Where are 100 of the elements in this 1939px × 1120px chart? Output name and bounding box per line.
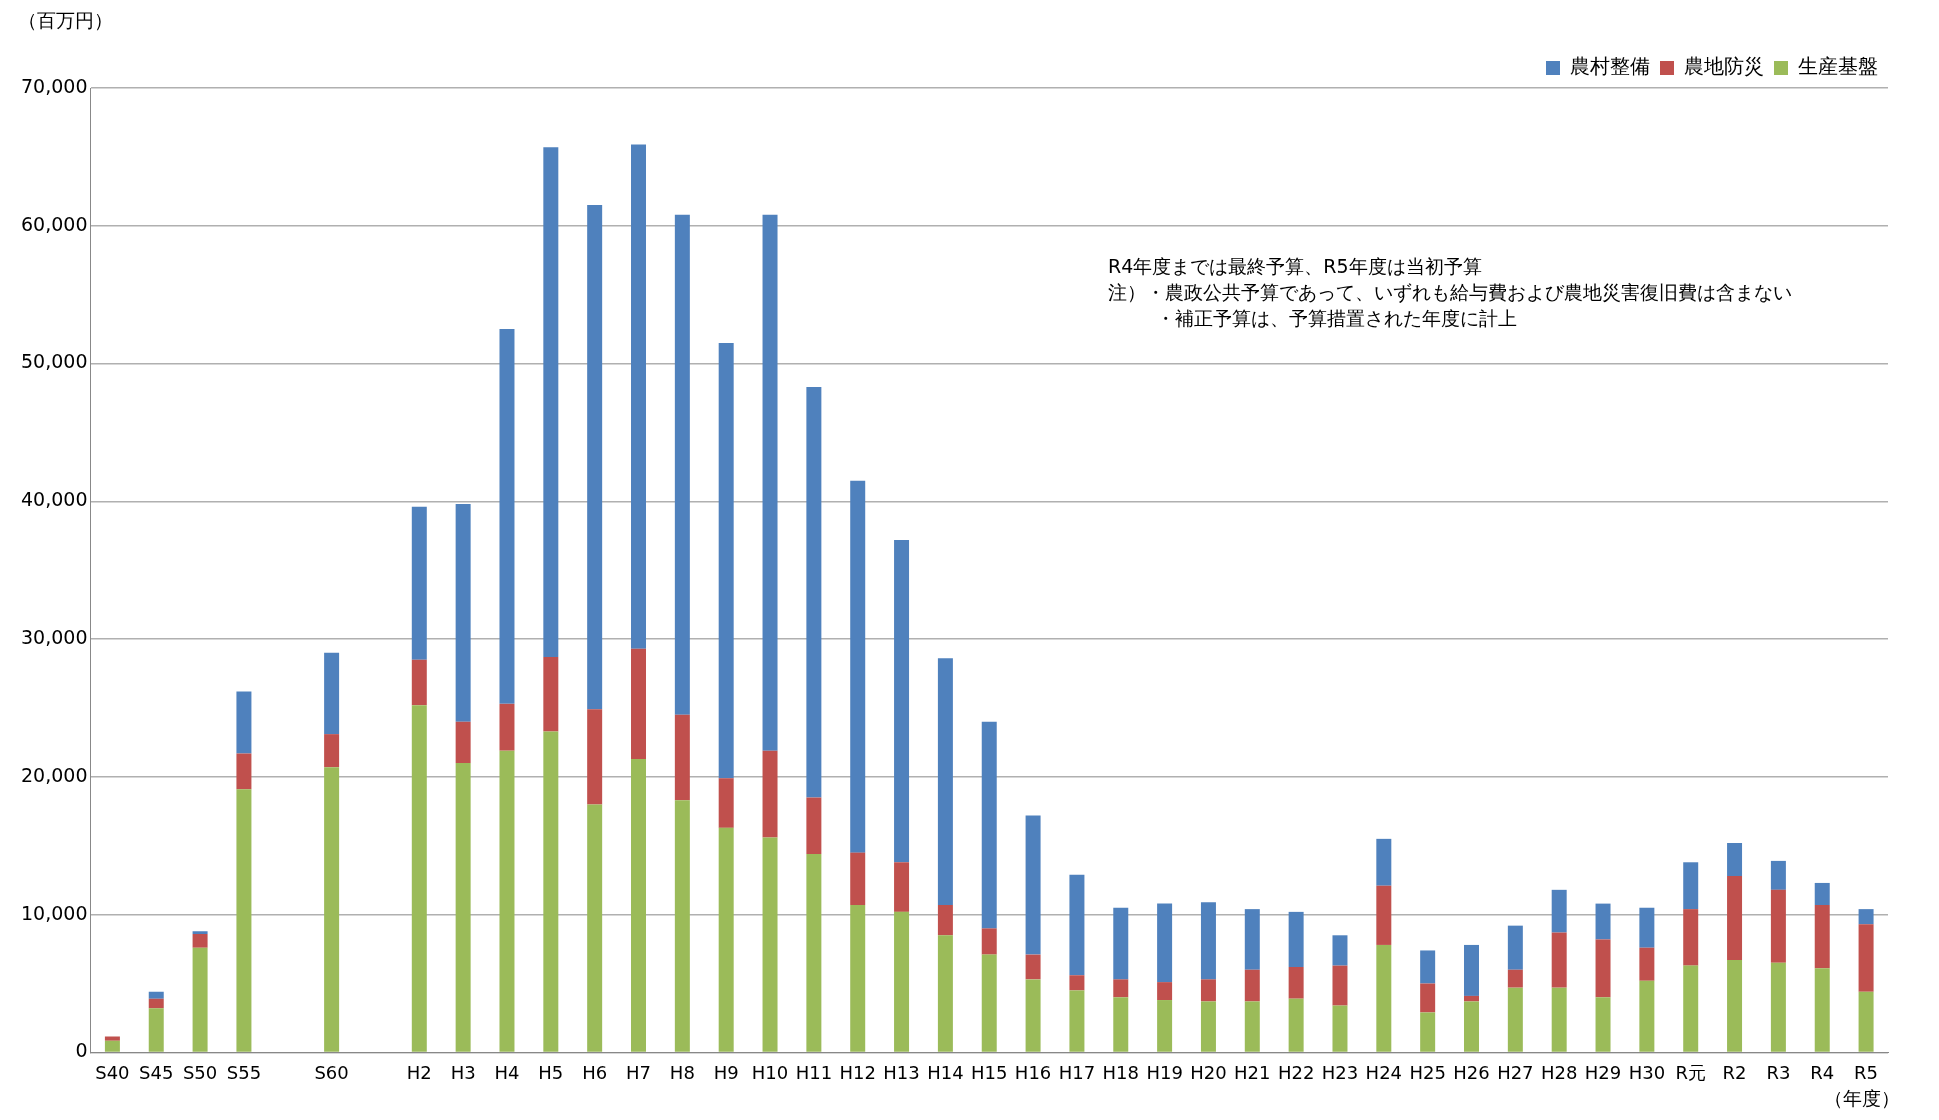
bar	[1770, 860, 1786, 890]
bar	[1770, 962, 1786, 1052]
bar	[674, 800, 690, 1052]
annotation: 注）・農政公共予算であって、いずれも給与費および農地災害復旧費は含まない	[1108, 280, 1792, 305]
bar	[543, 657, 559, 732]
x-tick-label: S60	[314, 1061, 349, 1083]
bar	[1639, 980, 1655, 1052]
bar	[631, 648, 646, 759]
bar	[1507, 969, 1523, 988]
x-tick-label: R5	[1854, 1061, 1879, 1083]
bar	[1244, 909, 1260, 970]
bar	[324, 767, 340, 1052]
annotation: R4年度までは最終予算、R5年度は当初予算	[1108, 254, 1483, 279]
bar	[1420, 950, 1436, 984]
x-tick-label: H8	[669, 1061, 695, 1083]
bar	[1244, 969, 1260, 1002]
bar	[806, 854, 822, 1052]
x-tick-label: H5	[538, 1061, 564, 1083]
bar	[1288, 911, 1304, 967]
bar	[148, 991, 164, 999]
x-tick-label: S45	[139, 1061, 174, 1083]
bar	[1770, 889, 1786, 963]
bar	[104, 1036, 120, 1041]
x-tick-label: S50	[182, 1061, 218, 1083]
legend-label: 農地防災	[1684, 54, 1764, 79]
bar	[1069, 874, 1085, 976]
bar	[1595, 903, 1611, 940]
bar	[850, 852, 866, 905]
bar	[1727, 960, 1743, 1052]
bar	[1332, 1005, 1348, 1052]
bar	[236, 753, 252, 790]
bar	[806, 797, 822, 855]
x-tick-label: H22	[1277, 1061, 1315, 1083]
bar	[1814, 882, 1830, 905]
bar	[1069, 990, 1085, 1052]
x-tick-label: H19	[1146, 1061, 1183, 1083]
y-tick-label: 0	[75, 1039, 88, 1062]
x-tick-label: H10	[751, 1061, 789, 1083]
x-tick-label: H28	[1540, 1061, 1578, 1083]
x-tick-label: H24	[1365, 1061, 1403, 1083]
bar	[1157, 1000, 1173, 1052]
bar	[718, 827, 734, 1052]
bar	[104, 1040, 120, 1052]
x-tick-label: H27	[1497, 1061, 1534, 1083]
x-tick-label: H14	[927, 1061, 964, 1083]
bar	[894, 911, 910, 1052]
x-tick-label: S55	[226, 1061, 262, 1083]
bar	[324, 734, 340, 768]
bar	[894, 862, 910, 912]
bar	[1683, 909, 1699, 966]
x-tick-label: H26	[1453, 1061, 1490, 1083]
bar	[981, 954, 997, 1052]
bar	[1113, 979, 1129, 998]
bar	[1595, 997, 1611, 1052]
x-tick-label: H15	[971, 1061, 1008, 1083]
bar	[718, 778, 734, 828]
annotation: ・補正予算は、予算措置された年度に計上	[1155, 306, 1518, 331]
bar	[1200, 1001, 1216, 1052]
bar	[1858, 909, 1874, 925]
bar	[587, 709, 603, 805]
bar	[1507, 925, 1523, 970]
bar	[1200, 902, 1216, 980]
bar	[1639, 947, 1655, 981]
bar	[455, 763, 471, 1052]
bar	[192, 933, 208, 948]
bar	[1551, 889, 1567, 933]
bar	[1727, 876, 1743, 961]
bar	[1025, 979, 1041, 1052]
x-tick-label: H21	[1234, 1061, 1271, 1083]
x-tick-label: R3	[1766, 1061, 1791, 1083]
bar	[1464, 995, 1479, 1002]
bar	[1420, 983, 1436, 1013]
y-tick-label: 70,000	[21, 74, 88, 97]
bar	[1464, 1001, 1479, 1052]
bar	[1113, 907, 1129, 980]
legend-label: 農村整備	[1570, 54, 1650, 79]
x-tick-label: H18	[1102, 1061, 1139, 1083]
x-tick-label: S40	[95, 1061, 130, 1083]
bar	[1157, 982, 1173, 1001]
bar	[674, 714, 690, 801]
y-tick-label: 20,000	[21, 763, 88, 786]
bar	[1507, 987, 1523, 1052]
bar	[1332, 935, 1348, 966]
bar	[543, 147, 559, 657]
x-tick-label: H23	[1321, 1061, 1359, 1083]
x-tick-label: H2	[406, 1061, 432, 1083]
bar	[806, 386, 822, 798]
x-tick-label: H11	[795, 1061, 833, 1083]
bar	[762, 837, 778, 1052]
bar	[1113, 997, 1129, 1052]
bar	[1639, 907, 1655, 948]
bar	[148, 1008, 164, 1052]
bar	[192, 931, 208, 934]
x-tick-label: H29	[1584, 1061, 1622, 1083]
x-tick-label: H16	[1014, 1061, 1052, 1083]
y-tick-label: 40,000	[21, 488, 88, 511]
bar	[411, 659, 427, 706]
bar	[1157, 903, 1173, 983]
bar	[587, 205, 603, 710]
bar	[1683, 965, 1699, 1052]
